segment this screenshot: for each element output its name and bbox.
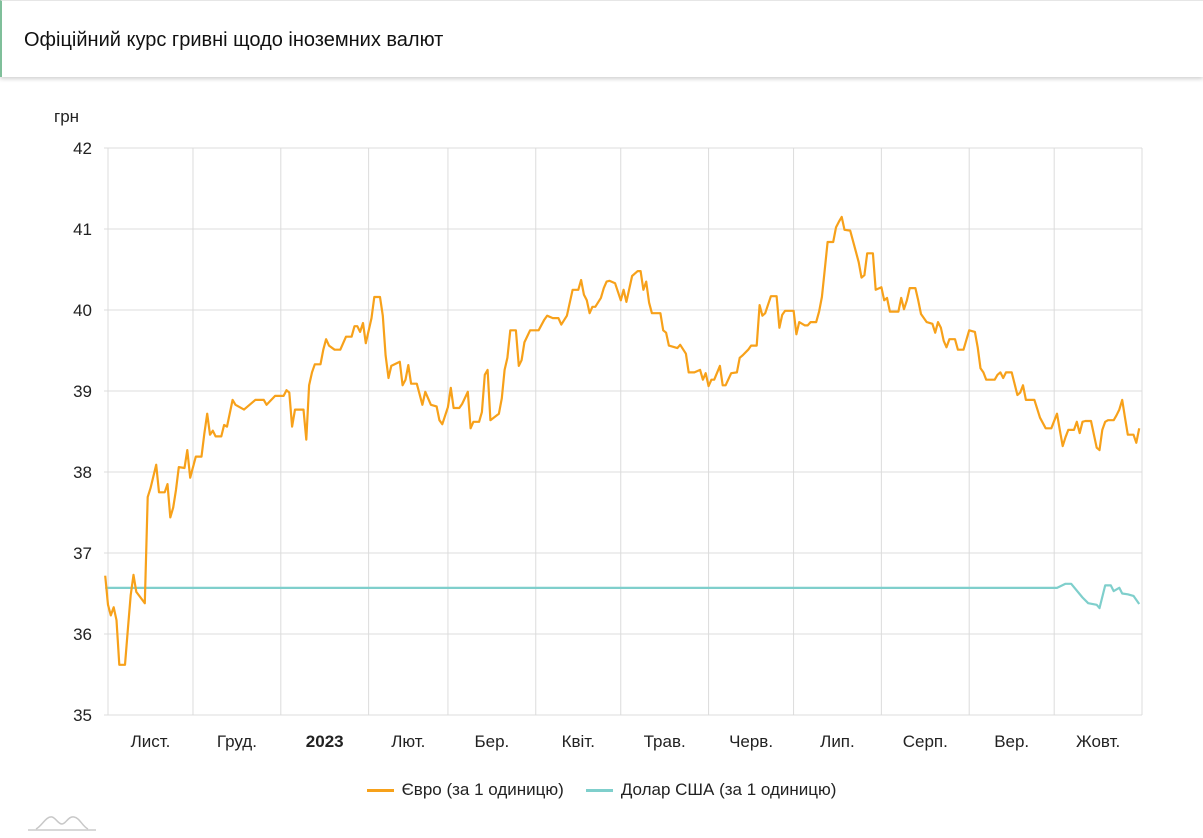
series-line-usd[interactable] [105, 582, 1141, 610]
legend-item-euro[interactable]: Євро (за 1 одиницю) [366, 780, 564, 800]
legend-swatch-euro [366, 788, 394, 792]
x-tick-label: Жовт. [1076, 732, 1120, 751]
x-tick-label: Лип. [820, 732, 855, 751]
legend-label-euro: Євро (за 1 одиницю) [401, 780, 564, 799]
series-lines [104, 215, 1141, 666]
series-line-euro[interactable] [104, 215, 1141, 666]
x-axis-ticks: Лист. Груд. 2023 Лют. Бер. Квіт. Трав. Черв. Лип… [131, 732, 1121, 751]
x-tick-label: Груд. [217, 732, 257, 751]
y-tick-label: 42 [73, 139, 92, 158]
x-tick-label: Лист. [131, 732, 171, 751]
grid [104, 147, 1143, 716]
x-tick-label: Трав. [644, 732, 686, 751]
x-tick-label: Вер. [994, 732, 1029, 751]
x-tick-label: Черв. [729, 732, 773, 751]
x-tick-label: Лют. [391, 732, 425, 751]
legend-label-usd: Долар США (за 1 одиницю) [620, 780, 837, 799]
y-axis-label: грн [54, 107, 79, 126]
y-tick-label: 37 [73, 544, 92, 563]
x-tick-label: Серп. [903, 732, 948, 751]
y-tick-label: 41 [73, 220, 92, 239]
x-tick-label: Квіт. [562, 732, 595, 751]
y-axis-ticks: 35 36 37 38 39 40 41 42 [73, 139, 92, 725]
y-tick-label: 36 [73, 625, 92, 644]
y-tick-label: 38 [73, 463, 92, 482]
x-tick-label: 2023 [306, 732, 344, 751]
mountains-logo-icon [28, 816, 96, 831]
legend-item-usd[interactable]: Долар США (за 1 одиницю) [585, 780, 837, 800]
page-header: Офіційний курс гривні щодо іноземних вал… [0, 0, 1203, 77]
page-title: Офіційний курс гривні щодо іноземних вал… [24, 29, 444, 51]
y-tick-label: 40 [73, 301, 92, 320]
legend: Євро (за 1 одиницю) Долар США (за 1 один… [0, 780, 1203, 800]
y-tick-label: 39 [73, 382, 92, 401]
x-tick-label: Бер. [474, 732, 509, 751]
y-tick-label: 35 [73, 706, 92, 725]
legend-swatch-usd [585, 788, 613, 792]
